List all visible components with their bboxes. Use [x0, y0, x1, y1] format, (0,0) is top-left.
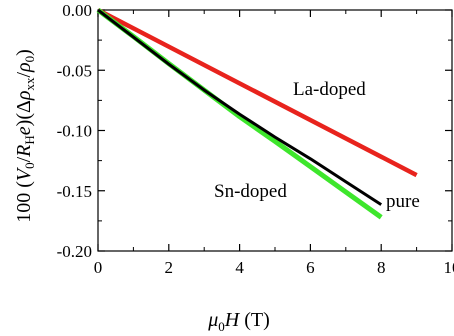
y-tick-label: -0.20 — [57, 242, 92, 261]
x-tick-label: 0 — [94, 258, 103, 277]
x-tick-label: 10 — [444, 258, 454, 277]
x-axis-ticks: 0 2 4 6 8 10 — [94, 10, 454, 277]
series-line-la-doped — [96, 8, 418, 178]
x-tick-label: 8 — [377, 258, 386, 277]
series-label-la-doped: La-doped — [293, 79, 366, 100]
series-line-pure — [97, 8, 383, 206]
y-axis-ticks: 0.00 -0.05 -0.10 -0.15 -0.20 — [57, 1, 452, 261]
y-tick-label: -0.05 — [57, 61, 92, 80]
plot-area-border — [97, 9, 453, 252]
y-tick-label: 0.00 — [62, 1, 92, 20]
y-axis-title: 100 (V0/RHe)(Δρxx/ρ0) — [13, 49, 37, 223]
y-tick-label: -0.10 — [57, 122, 92, 141]
series-layer — [96, 7, 418, 220]
x-tick-label: 6 — [306, 258, 315, 277]
plot-frame — [97, 9, 453, 252]
y-tick-label: -0.15 — [57, 182, 92, 201]
x-axis-title: μ0H (T) — [207, 309, 270, 334]
series-label-pure: pure — [386, 191, 420, 212]
series-label-sn-doped: Sn-doped — [214, 181, 287, 202]
x-tick-label: 2 — [165, 258, 174, 277]
series-labels: La-doped pure Sn-doped — [214, 79, 420, 212]
x-tick-label: 4 — [235, 258, 244, 277]
